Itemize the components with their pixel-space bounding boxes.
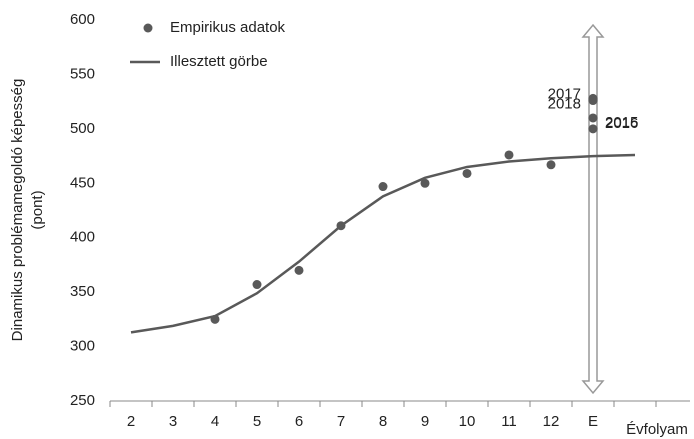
y-tick-label: 250 bbox=[70, 392, 95, 409]
point-label: 2016 bbox=[605, 115, 638, 132]
x-tick-label: 6 bbox=[295, 413, 303, 430]
y-tick-label: 350 bbox=[70, 283, 95, 300]
point-label: 2018 bbox=[548, 95, 581, 112]
y-tick-label: 600 bbox=[70, 11, 95, 28]
data-point bbox=[504, 150, 514, 160]
legend-swatch bbox=[143, 23, 153, 33]
point-label: 2017 bbox=[548, 86, 581, 103]
x-tick-label: E bbox=[588, 413, 598, 430]
x-axis-label: Évfolyam bbox=[626, 421, 688, 438]
data-point bbox=[294, 265, 304, 275]
data-point bbox=[546, 160, 556, 170]
x-tick-label: 8 bbox=[379, 413, 387, 430]
y-axis-label-line: Dinamikus problémamegoldó képesség bbox=[9, 79, 26, 342]
x-tick-label: 10 bbox=[459, 413, 476, 430]
x-tick-label: 11 bbox=[501, 413, 517, 430]
x-tick-label: 9 bbox=[421, 413, 429, 430]
y-axis-label-line: (pont) bbox=[29, 190, 46, 229]
x-tick-label: 4 bbox=[211, 413, 219, 430]
data-point bbox=[588, 124, 598, 134]
x-tick-label: 5 bbox=[253, 413, 261, 430]
point-label: 2015 bbox=[605, 114, 638, 131]
x-tick-label: 2 bbox=[127, 413, 135, 430]
y-tick-label: 500 bbox=[70, 120, 95, 137]
data-point bbox=[252, 280, 262, 290]
data-point bbox=[420, 178, 430, 188]
x-tick-label: 3 bbox=[169, 413, 177, 430]
x-tick-label: 12 bbox=[543, 413, 560, 430]
y-axis-label: Dinamikus problémamegoldó képesség (pont… bbox=[9, 79, 46, 342]
legend-label: Illesztett görbe bbox=[170, 53, 268, 70]
y-tick-label: 400 bbox=[70, 229, 95, 246]
fitted-curve bbox=[130, 153, 636, 334]
data-point bbox=[588, 96, 598, 106]
data-point bbox=[378, 182, 388, 192]
y-tick-label: 300 bbox=[70, 338, 95, 355]
y-tick-label: 550 bbox=[70, 65, 95, 82]
range-arrow bbox=[581, 23, 605, 395]
x-tick-label: 7 bbox=[337, 413, 345, 430]
y-tick-label: 450 bbox=[70, 174, 95, 191]
legend-label: Empirikus adatok bbox=[170, 19, 286, 36]
data-point bbox=[462, 168, 472, 178]
data-point bbox=[588, 113, 598, 123]
